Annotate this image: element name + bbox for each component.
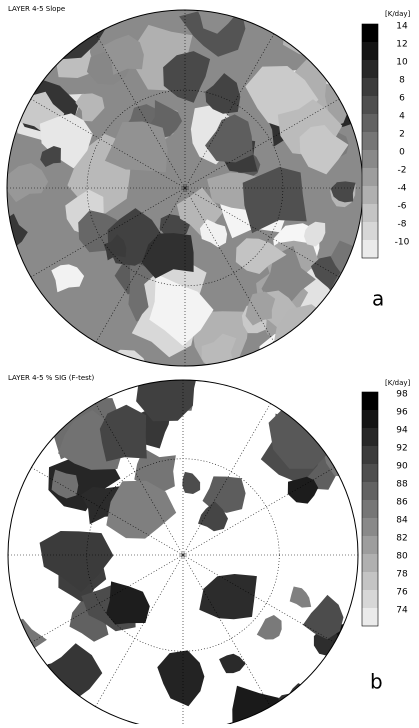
colorbar-segment xyxy=(362,482,378,500)
colorbar-segment xyxy=(362,240,378,258)
contour-blob xyxy=(4,283,44,326)
colorbar-tick-label: 76 xyxy=(396,588,408,598)
colorbar-tick-label: 94 xyxy=(396,426,408,436)
colorbar-segment xyxy=(362,446,378,464)
contour-blob xyxy=(333,299,397,359)
colorbar-segment xyxy=(362,222,378,240)
contour-blob xyxy=(267,0,327,30)
colorbar-tick-label: -10 xyxy=(395,238,410,248)
colorbar-tick-label: -6 xyxy=(398,202,407,212)
colorbar-tick-label: 78 xyxy=(396,570,408,580)
colorbar-tick-label: 80 xyxy=(396,552,408,562)
colorbar-tick-label: 90 xyxy=(396,462,408,472)
colorbar-tick-label: 92 xyxy=(396,444,407,454)
colorbar-segment xyxy=(362,500,378,518)
contour-blob xyxy=(77,342,98,367)
colorbar-segment xyxy=(362,96,378,114)
contour-blob xyxy=(0,45,20,63)
colorbar-segment xyxy=(362,186,378,204)
contour-blob xyxy=(297,343,334,392)
colorbar-tick-label: 10 xyxy=(396,58,408,68)
colorbar-unit: [K/day] xyxy=(385,10,411,18)
map-b xyxy=(0,357,419,724)
contour-blob xyxy=(318,14,342,32)
colorbar-segment xyxy=(362,572,378,590)
colorbar-segment xyxy=(362,60,378,78)
colorbar-tick-label: -4 xyxy=(398,184,407,194)
colorbar-tick-label: 74 xyxy=(396,606,408,616)
colorbar-segment xyxy=(362,114,378,132)
colorbar-tick-label: 0 xyxy=(399,148,405,158)
contour-blob xyxy=(52,382,79,409)
colorbar-tick-label: 86 xyxy=(396,498,408,508)
panel-title: LAYER 4-5 % SIG (F-test) xyxy=(8,374,95,382)
colorbar-unit: [K/day] xyxy=(385,379,411,387)
colorbar-segment xyxy=(362,428,378,446)
colorbar-segment xyxy=(362,168,378,186)
colorbar-segment xyxy=(362,204,378,222)
colorbar-tick-label: 88 xyxy=(396,480,408,490)
colorbar-segment xyxy=(362,78,378,96)
colorbar-segment xyxy=(362,536,378,554)
contour-blob xyxy=(46,21,64,45)
colorbar-tick-label: 84 xyxy=(396,516,408,526)
colorbar-segment xyxy=(362,518,378,536)
colorbar-tick-label: -8 xyxy=(398,220,407,230)
colorbar-segment xyxy=(362,410,378,428)
panel-label: a xyxy=(372,287,384,311)
colorbar-tick-label: 82 xyxy=(396,534,407,544)
colorbar-tick-label: 12 xyxy=(396,40,407,50)
colorbar-tick-label: -2 xyxy=(398,166,407,176)
figure: LAYER 4-5 Slope [K/day] a LAYER 4-5 % SI… xyxy=(0,0,419,724)
colorbar-tick-label: 2 xyxy=(399,130,405,140)
colorbar-segment xyxy=(362,392,378,410)
colorbar-segment xyxy=(362,554,378,572)
colorbar-segment xyxy=(362,24,378,42)
panel-title: LAYER 4-5 Slope xyxy=(8,5,65,13)
colorbar-segment xyxy=(362,608,378,626)
contour-blob xyxy=(7,30,44,66)
colorbar-tick-label: 6 xyxy=(399,94,405,104)
panel-label: b xyxy=(370,670,383,694)
colorbar-segment xyxy=(362,150,378,168)
contour-blob xyxy=(307,413,329,432)
contour-blob xyxy=(0,393,36,427)
colorbar-tick-label: 4 xyxy=(399,112,405,122)
contour-blob xyxy=(0,314,43,370)
colorbar-tick-label: 8 xyxy=(399,76,405,86)
colorbar-tick-label: 96 xyxy=(396,408,408,418)
colorbar-segment xyxy=(362,132,378,150)
colorbar-segment xyxy=(362,590,378,608)
colorbar-tick-label: 14 xyxy=(396,22,408,32)
colorbar-tick-label: 98 xyxy=(396,390,408,400)
colorbar-segment xyxy=(362,464,378,482)
colorbar-segment xyxy=(362,42,378,60)
